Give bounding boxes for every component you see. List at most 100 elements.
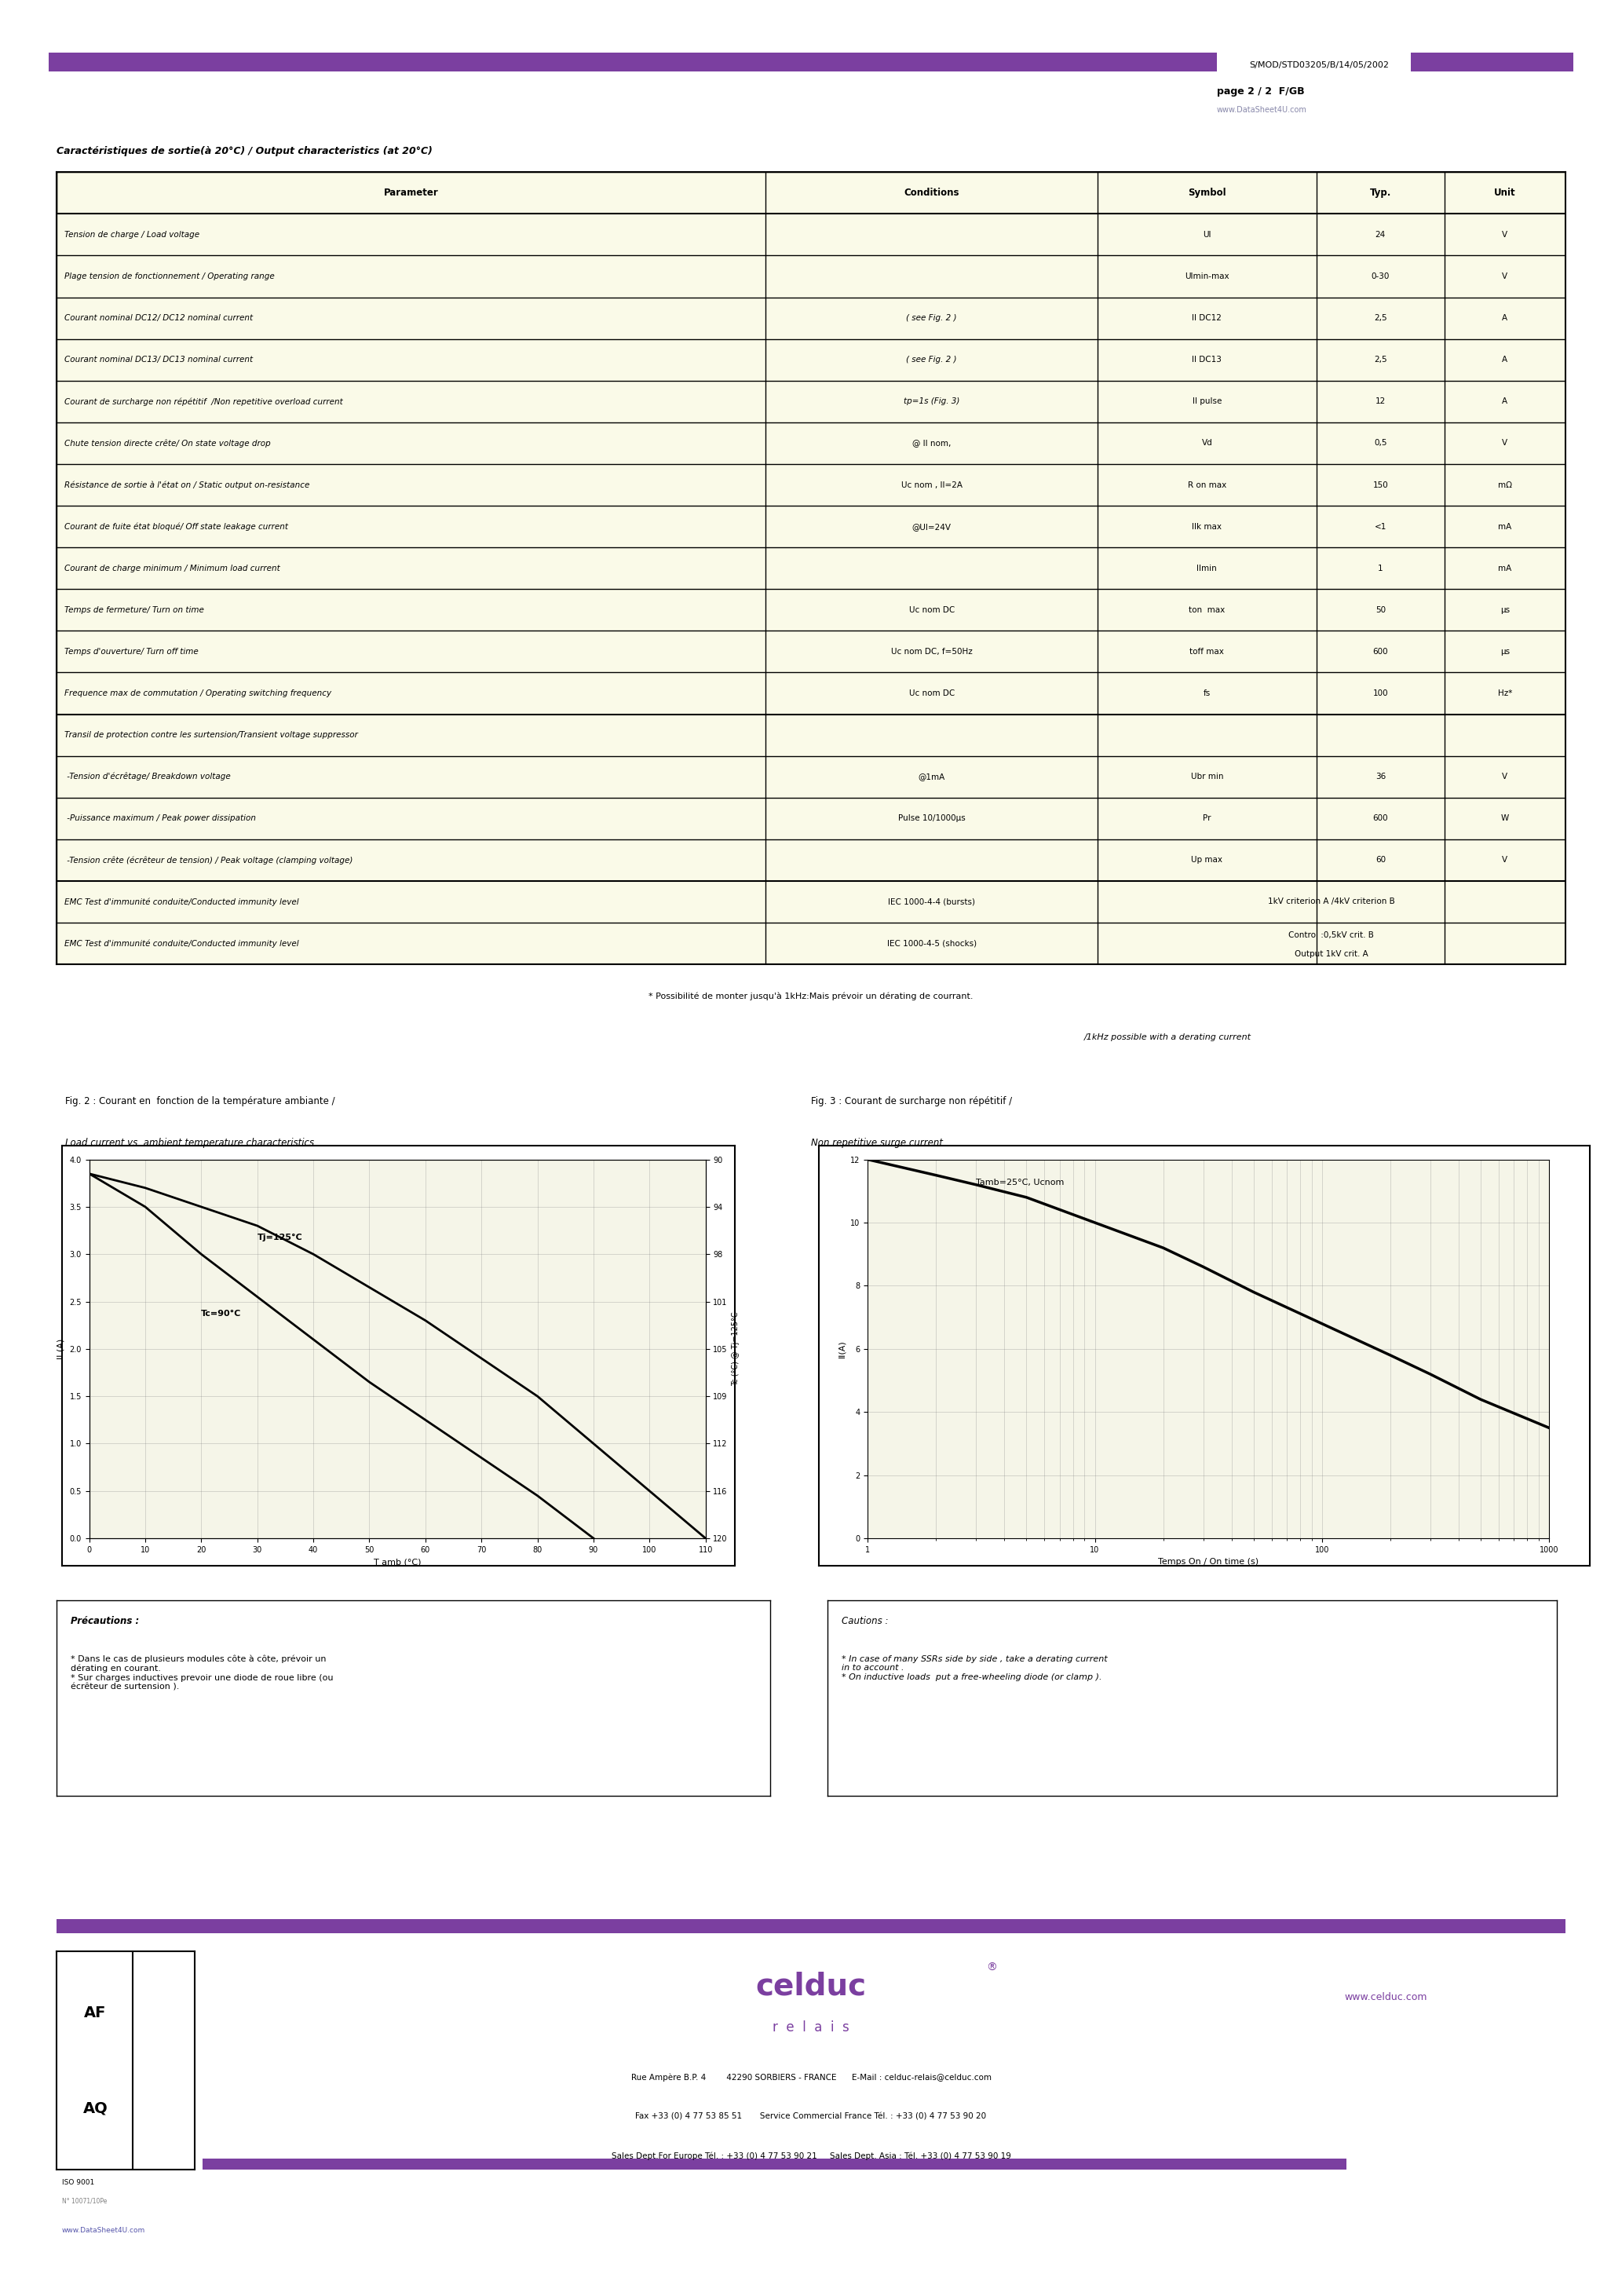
Text: Il DC13: Il DC13 (1192, 356, 1221, 363)
Text: 600: 600 (1372, 815, 1388, 822)
Text: Courant de surcharge non répétitif  /Non repetitive overload current: Courant de surcharge non répétitif /Non … (65, 397, 342, 406)
Text: ®: ® (986, 1963, 998, 1972)
Text: Ubr min: Ubr min (1191, 774, 1223, 781)
Text: Courant de fuite état bloqué/ Off state leakage current: Courant de fuite état bloqué/ Off state … (65, 523, 289, 530)
Text: 100: 100 (1372, 689, 1388, 698)
Bar (57, 422, 1565, 464)
Text: A: A (1502, 397, 1508, 406)
Text: Tamb=25°C, Ucnom: Tamb=25°C, Ucnom (976, 1178, 1064, 1187)
Text: ( see Fig. 2 ): ( see Fig. 2 ) (907, 315, 957, 321)
Text: IEC 1000-4-5 (shocks): IEC 1000-4-5 (shocks) (887, 939, 976, 948)
Text: Pulse 10/1000μs: Pulse 10/1000μs (899, 815, 965, 822)
Text: <1: <1 (1374, 523, 1387, 530)
Text: Ulmin-max: Ulmin-max (1184, 273, 1229, 280)
Text: Courant de charge minimum / Minimum load current: Courant de charge minimum / Minimum load… (65, 565, 281, 572)
Text: 1: 1 (1377, 565, 1384, 572)
Text: 36: 36 (1375, 774, 1385, 781)
Bar (57, 673, 1565, 714)
Text: Sales Dept.For Europe Tél. : +33 (0) 4 77 53 90 21     Sales Dept. Asia : Tél. +: Sales Dept.For Europe Tél. : +33 (0) 4 7… (611, 2151, 1011, 2161)
Text: www.DataSheet4U.com: www.DataSheet4U.com (62, 2227, 144, 2234)
Text: mA: mA (1499, 523, 1512, 530)
Text: Caractéristiques de sortie(à 20°C) / Output characteristics (at 20°C): Caractéristiques de sortie(à 20°C) / Out… (57, 147, 433, 156)
Text: Typ.: Typ. (1369, 188, 1392, 197)
Bar (57, 255, 1565, 296)
Text: Control :0,5kV crit. B: Control :0,5kV crit. B (1289, 932, 1374, 939)
Text: Conditions: Conditions (903, 188, 959, 197)
Text: AQ: AQ (83, 2101, 107, 2117)
Text: W: W (1500, 815, 1508, 822)
Bar (57, 590, 1565, 631)
Text: * In case of many SSRs side by side , take a derating current
in to account .
* : * In case of many SSRs side by side , ta… (842, 1655, 1108, 1681)
Text: Ilmin: Ilmin (1197, 565, 1216, 572)
Text: Ilk max: Ilk max (1192, 523, 1221, 530)
Text: www.DataSheet4U.com: www.DataSheet4U.com (1216, 106, 1307, 115)
Text: EMC Test d'immunité conduite/Conducted immunity level: EMC Test d'immunité conduite/Conducted i… (65, 898, 298, 907)
Bar (57, 714, 1565, 755)
Text: 150: 150 (1372, 480, 1388, 489)
Text: EMC Test d'immunité conduite/Conducted immunity level: EMC Test d'immunité conduite/Conducted i… (65, 939, 298, 948)
Text: Courant nominal DC12/ DC12 nominal current: Courant nominal DC12/ DC12 nominal curre… (65, 315, 253, 321)
Text: Tc=90°C: Tc=90°C (201, 1309, 242, 1318)
Y-axis label: Il(A): Il(A) (839, 1341, 847, 1357)
Text: 2,5: 2,5 (1374, 356, 1387, 363)
X-axis label: Temps On / On time (s): Temps On / On time (s) (1158, 1559, 1259, 1566)
Text: mA: mA (1499, 565, 1512, 572)
Text: 60: 60 (1375, 856, 1385, 863)
Text: V: V (1502, 774, 1508, 781)
Text: Il DC12: Il DC12 (1192, 315, 1221, 321)
Text: 0-30: 0-30 (1371, 273, 1390, 280)
Text: Transil de protection contre les surtension/Transient voltage suppressor: Transil de protection contre les surtens… (65, 730, 358, 739)
Text: tp=1s (Fig. 3): tp=1s (Fig. 3) (903, 397, 960, 406)
Text: Uc nom DC, f=50Hz: Uc nom DC, f=50Hz (890, 647, 973, 657)
Text: r  e  l  a  i  s: r e l a i s (772, 2020, 850, 2034)
Text: Symbol: Symbol (1187, 188, 1226, 197)
Text: Output 1kV crit. A: Output 1kV crit. A (1294, 951, 1369, 957)
Text: Uc nom DC: Uc nom DC (908, 606, 954, 613)
Text: Vd: Vd (1202, 439, 1212, 448)
Text: Précautions :: Précautions : (71, 1616, 139, 1626)
Text: Fig. 3 : Courant de surcharge non répétitif /: Fig. 3 : Courant de surcharge non répéti… (811, 1097, 1012, 1107)
Text: -Tension crête (écrêteur de tension) / Peak voltage (clamping voltage): -Tension crête (écrêteur de tension) / P… (65, 856, 352, 863)
Text: μs: μs (1500, 606, 1510, 613)
Text: Hz*: Hz* (1497, 689, 1512, 698)
Text: * Dans le cas de plusieurs modules côte à côte, prévoir un
dérating en courant.
: * Dans le cas de plusieurs modules côte … (71, 1655, 334, 1690)
Bar (57, 631, 1565, 673)
Text: Rue Ampère B.P. 4        42290 SORBIERS - FRANCE      E-Mail : celduc-relais@cel: Rue Ampère B.P. 4 42290 SORBIERS - FRANC… (631, 2073, 991, 2082)
Text: 2,5: 2,5 (1374, 315, 1387, 321)
Text: @1mA: @1mA (918, 774, 946, 781)
Text: Plage tension de fonctionnement / Operating range: Plage tension de fonctionnement / Operat… (65, 273, 274, 280)
Text: 24: 24 (1375, 232, 1385, 239)
Bar (57, 381, 1565, 422)
Text: mΩ: mΩ (1497, 480, 1512, 489)
Text: Non repetitive surge current: Non repetitive surge current (811, 1139, 942, 1148)
Text: Il pulse: Il pulse (1192, 397, 1221, 406)
Bar (57, 840, 1565, 882)
Text: Temps de fermeture/ Turn on time: Temps de fermeture/ Turn on time (65, 606, 204, 613)
Text: A: A (1502, 356, 1508, 363)
Text: Ul: Ul (1204, 232, 1212, 239)
Text: /1kHz possible with a derating current: /1kHz possible with a derating current (1083, 1033, 1252, 1040)
Text: AF: AF (84, 2004, 107, 2020)
Text: V: V (1502, 439, 1508, 448)
Text: V: V (1502, 232, 1508, 239)
Bar (57, 755, 1565, 797)
Text: Parameter: Parameter (384, 188, 438, 197)
Text: R on max: R on max (1187, 480, 1226, 489)
Text: 0,5: 0,5 (1374, 439, 1387, 448)
Text: -Puissance maximum / Peak power dissipation: -Puissance maximum / Peak power dissipat… (65, 815, 256, 822)
Bar (57, 923, 1565, 964)
Bar (57, 797, 1565, 840)
X-axis label: T amb (°C): T amb (°C) (373, 1559, 422, 1566)
Text: ( see Fig. 2 ): ( see Fig. 2 ) (907, 356, 957, 363)
Text: Pr: Pr (1204, 815, 1212, 822)
Text: fs: fs (1204, 689, 1210, 698)
Text: * Possibilité de monter jusqu'à 1kHz:Mais prévoir un dérating de courrant.: * Possibilité de monter jusqu'à 1kHz:Mai… (649, 992, 973, 1001)
Text: Unit: Unit (1494, 188, 1515, 197)
Bar (57, 546, 1565, 590)
Text: A: A (1502, 315, 1508, 321)
Text: toff max: toff max (1191, 647, 1225, 657)
Text: 600: 600 (1372, 647, 1388, 657)
Y-axis label: Il (A): Il (A) (57, 1339, 65, 1359)
Text: -Tension d'écrêtage/ Breakdown voltage: -Tension d'écrêtage/ Breakdown voltage (65, 771, 230, 781)
Text: ISO 9001: ISO 9001 (62, 2179, 94, 2186)
